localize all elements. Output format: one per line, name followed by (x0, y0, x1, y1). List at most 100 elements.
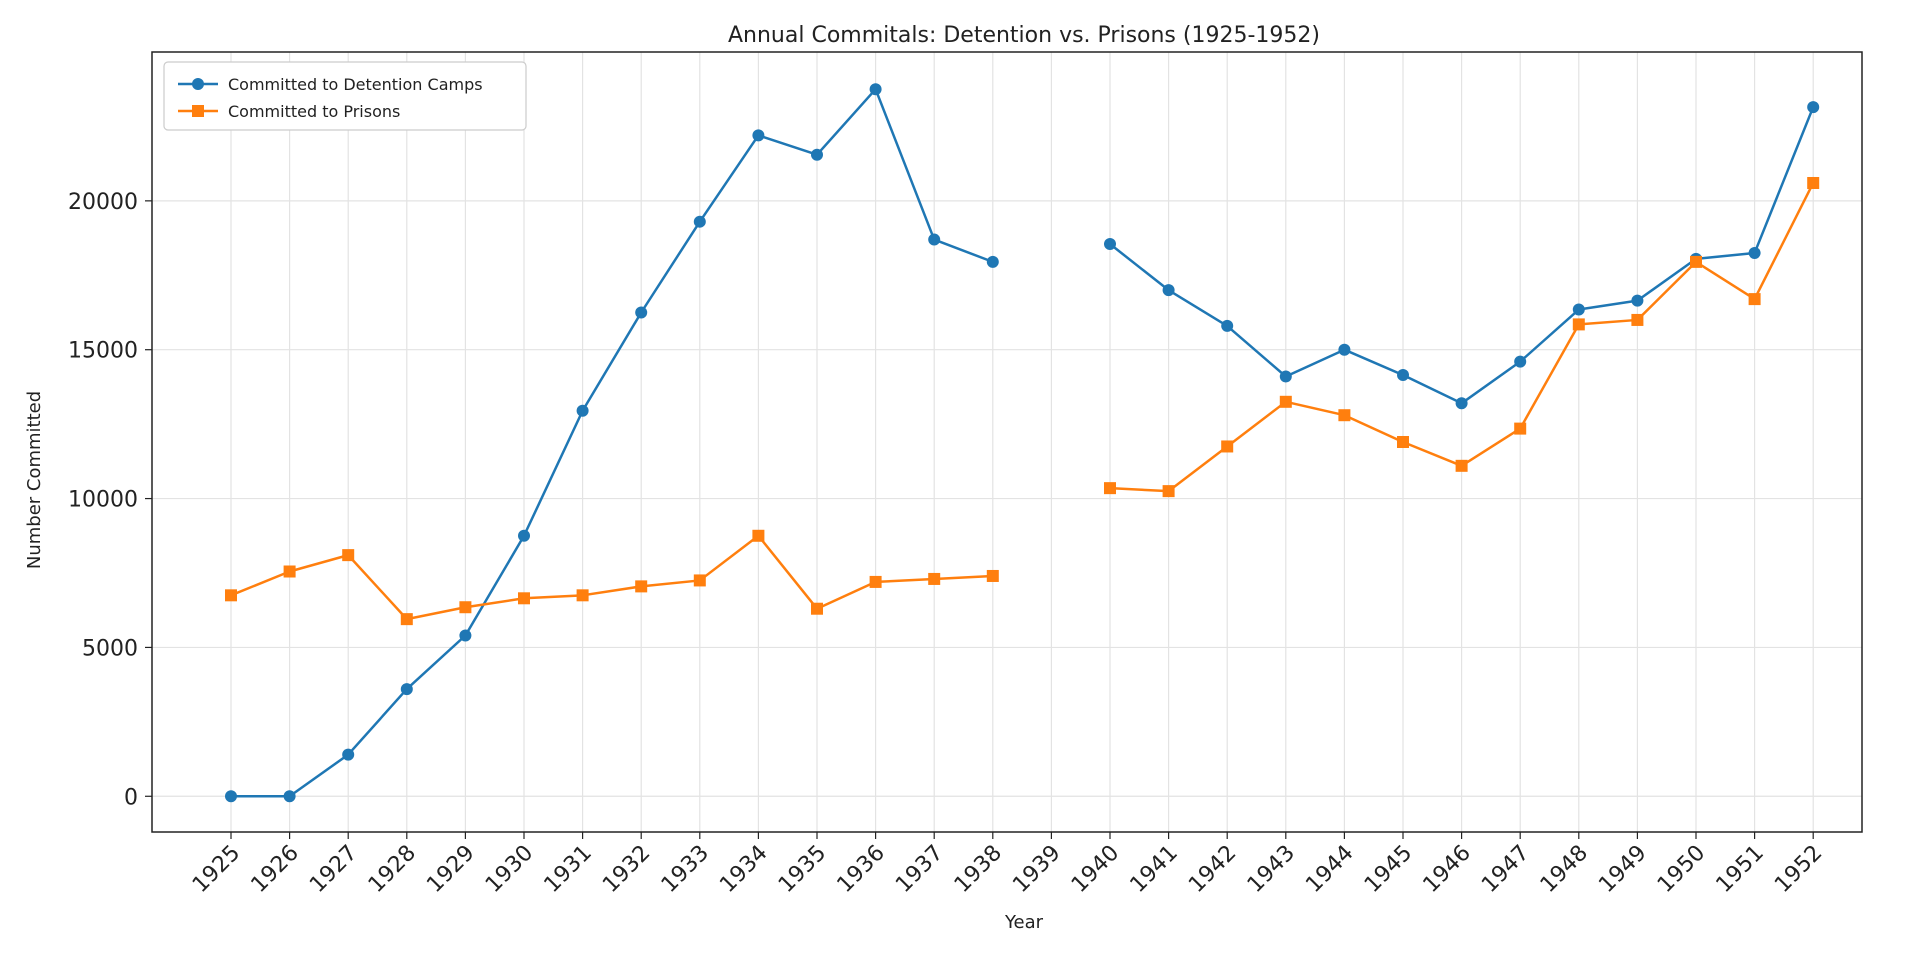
data-point (283, 790, 296, 803)
data-point (459, 601, 472, 614)
grid-lines (152, 52, 1862, 832)
legend-label-detention: Committed to Detention Camps (228, 75, 483, 94)
x-tick-label: 1927 (305, 841, 362, 898)
data-point (1807, 101, 1820, 114)
data-point (225, 790, 237, 803)
y-tick-label: 15000 (68, 339, 138, 364)
data-point (811, 602, 823, 615)
x-tick-label: 1943 (1243, 841, 1300, 898)
data-point (400, 613, 413, 626)
data-point (1221, 319, 1234, 332)
plot-frame (151, 51, 1863, 833)
x-tick-label: 1931 (540, 841, 597, 898)
x-tick-label: 1926 (247, 841, 304, 898)
x-tick-label: 1946 (1419, 841, 1476, 898)
data-point (1631, 313, 1644, 326)
data-point (459, 629, 472, 642)
data-point (1455, 459, 1468, 472)
series-line (230, 534, 993, 621)
series-line (231, 87, 994, 798)
series-detention-camps (225, 83, 1820, 803)
data-point (1690, 255, 1702, 268)
x-tick-label: 1941 (1126, 841, 1183, 898)
x-tick-label: 1949 (1594, 841, 1651, 898)
data-point (752, 129, 765, 142)
data-point (928, 572, 941, 585)
data-point (1631, 294, 1644, 307)
y-axis-ticks: 0 5000 10000 15000 20000 (68, 190, 152, 810)
legend-marker-detention (192, 78, 204, 90)
data-point (576, 589, 589, 602)
data-point (1748, 246, 1761, 259)
x-tick-label: 1950 (1653, 841, 1710, 898)
data-point (1279, 395, 1292, 408)
data-point (1514, 355, 1527, 368)
data-point (928, 233, 941, 246)
x-tick-label: 1932 (598, 841, 655, 898)
data-point (1514, 422, 1527, 435)
x-tick-label: 1938 (950, 841, 1007, 898)
x-tick-label: 1945 (1360, 841, 1417, 898)
data-point (576, 404, 589, 417)
data-point (1104, 482, 1116, 495)
series-prisons (225, 176, 1820, 626)
data-point (1397, 369, 1409, 382)
x-tick-label: 1942 (1184, 841, 1241, 898)
x-tick-label: 1937 (891, 841, 948, 898)
series-layer (225, 83, 1820, 803)
data-point (1162, 284, 1175, 297)
data-point (518, 529, 530, 542)
x-tick-label: 1933 (657, 841, 714, 898)
data-point (693, 215, 706, 228)
x-tick-label: 1929 (422, 841, 479, 898)
data-point (1807, 176, 1820, 189)
x-tick-label: 1951 (1712, 841, 1769, 898)
data-point (518, 592, 530, 605)
data-point (752, 529, 765, 542)
data-point (1572, 318, 1585, 331)
y-tick-label: 10000 (68, 488, 138, 513)
data-point (635, 580, 648, 593)
x-tick-label: 1925 (188, 841, 245, 898)
data-point (1338, 409, 1351, 422)
data-point (869, 575, 882, 588)
data-point (1338, 343, 1351, 356)
data-point (1221, 440, 1234, 453)
legend-label-prisons: Committed to Prisons (228, 102, 400, 121)
legend-frame (163, 61, 527, 131)
data-point (342, 748, 355, 761)
data-point (1748, 293, 1761, 306)
data-point (1279, 370, 1292, 383)
data-point (400, 683, 413, 696)
data-point (1455, 397, 1468, 410)
data-point (283, 565, 296, 578)
x-tick-label: 1935 (774, 841, 831, 898)
x-tick-label: 1928 (364, 841, 421, 898)
x-axis-ticks: 1925 1926 1927 1928 1929 1930 1931 1932 1933 1934… (188, 832, 1827, 898)
data-point (1397, 436, 1409, 448)
data-point (986, 255, 999, 268)
y-axis-label: Number Committed (24, 391, 45, 569)
y-tick-label: 5000 (82, 636, 138, 661)
data-point (693, 574, 706, 587)
x-tick-label: 1940 (1067, 841, 1124, 898)
data-point (1162, 485, 1175, 498)
x-tick-label: 1944 (1301, 841, 1358, 898)
data-point (1572, 303, 1585, 316)
x-tick-label: 1952 (1770, 841, 1827, 898)
legend-marker-prisons (192, 105, 204, 117)
x-tick-label: 1939 (1008, 841, 1065, 898)
x-axis-label: Year (1004, 912, 1044, 933)
x-tick-label: 1947 (1477, 841, 1534, 898)
x-tick-label: 1948 (1536, 841, 1593, 898)
chart-title: Annual Commitals: Detention vs. Prisons … (728, 23, 1320, 48)
data-point (1104, 238, 1116, 251)
data-point (811, 148, 823, 161)
data-point (342, 549, 355, 562)
data-point (986, 569, 999, 582)
y-tick-label: 20000 (68, 190, 138, 215)
x-tick-label: 1936 (833, 841, 890, 898)
y-tick-label: 0 (124, 785, 138, 810)
x-tick-label: 1934 (715, 841, 772, 898)
